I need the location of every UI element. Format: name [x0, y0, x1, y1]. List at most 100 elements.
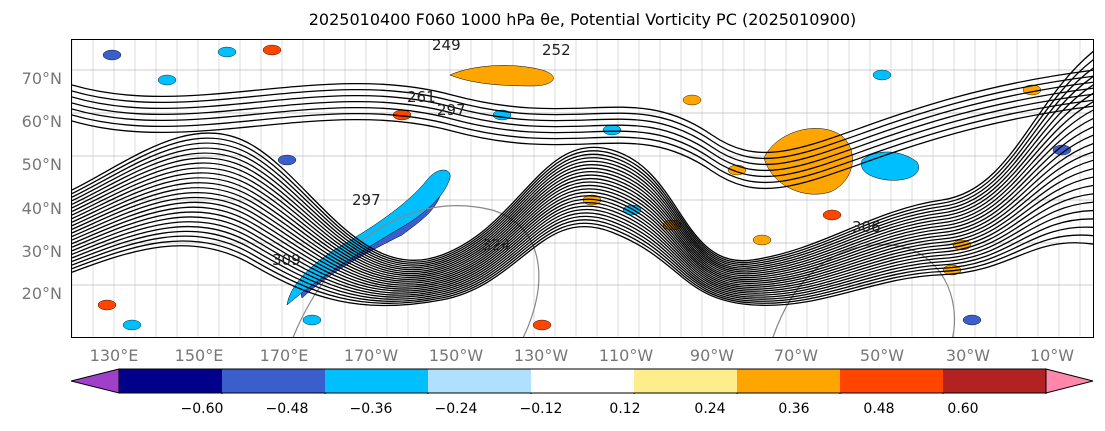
contour-line: [72, 105, 1093, 190]
lon-label: 90°W: [689, 346, 735, 365]
contour-line: [72, 84, 1093, 269]
contour-label: 309: [272, 251, 301, 269]
colorbar-tick-label: −0.12: [519, 401, 563, 417]
contour-line: [72, 210, 1093, 298]
contour-line: [72, 219, 1093, 302]
colorbar-tick-label: −0.48: [265, 401, 309, 417]
pv-patch: [822, 209, 842, 221]
contour-line: [72, 143, 1093, 283]
contour-line: [72, 176, 1093, 290]
contour-line: [72, 76, 1093, 267]
contour-line: [72, 184, 1093, 292]
lat-label: 60°N: [21, 112, 62, 131]
contour-line: [72, 222, 1093, 305]
contour-label: 297: [437, 101, 466, 119]
colorbar-frame: [118, 368, 1047, 394]
colorbar-tick-label: −0.24: [434, 401, 478, 417]
pv-patch: [962, 314, 982, 326]
contour-label: 261: [407, 88, 436, 106]
contour-line: [72, 215, 1093, 300]
contour-line: [72, 117, 1093, 277]
contour-label: 297: [352, 191, 381, 209]
pv-patch: [262, 44, 282, 56]
lon-label: 170°E: [259, 346, 309, 365]
contour-line: [72, 99, 1093, 184]
contour-line: [72, 134, 1093, 281]
lon-label: 130°W: [513, 346, 569, 365]
contour-line: [72, 59, 1093, 264]
pv-region-pos-pv-arctic: [449, 65, 554, 87]
colorbar-segment: [222, 369, 326, 393]
contour-line: [72, 75, 1093, 160]
map-panel: 249 252 297 297 309 324 306 261: [71, 39, 1094, 338]
colorbar-tick-label: 0.12: [609, 401, 641, 417]
colorbar-segment: [634, 369, 738, 393]
pv-region-pos-pv-north-atlantic-outer: [763, 128, 853, 195]
lon-label: 150°E: [174, 346, 224, 365]
lon-label: 150°W: [428, 346, 484, 365]
contour-line: [72, 109, 1093, 275]
pv-patch: [752, 234, 772, 246]
contour-line: [72, 50, 1093, 262]
colorbar-segment: [840, 369, 944, 393]
colorbar-segment: [531, 369, 635, 393]
colorbar-tick-label: 0.60: [947, 401, 979, 417]
contour-line: [72, 126, 1093, 279]
pv-region-neg-pv-central-pacific-outer: [286, 169, 451, 306]
lon-label: 30°W: [945, 346, 991, 365]
colorbar-tick-label: 0.24: [694, 401, 726, 417]
theta-e-contours: [72, 50, 1093, 307]
colorbar-segment: [325, 369, 429, 393]
contour-line: [72, 193, 1093, 294]
lat-label: 30°N: [21, 242, 62, 261]
contour-line: [72, 201, 1093, 296]
lon-label: 170°W: [343, 346, 399, 365]
pv-patch: [277, 154, 297, 166]
colorbar-segment: [119, 369, 223, 393]
colorbar: [71, 368, 1094, 394]
contour-line: [72, 69, 1093, 154]
lon-label: 130°E: [89, 346, 139, 365]
colorbar-extend-low: [71, 368, 120, 394]
map-canvas: 249 252 297 297 309 324 306 261: [72, 40, 1093, 337]
contour-label: 252: [542, 41, 571, 59]
pv-patch: [682, 94, 702, 106]
contour-line: [72, 92, 1093, 271]
land-outline: [292, 205, 540, 337]
colorbar-tick-label: 0.36: [778, 401, 810, 417]
colorbar-tick-label: −0.60: [180, 401, 224, 417]
lon-label: 110°W: [598, 346, 654, 365]
lon-label: 70°W: [773, 346, 819, 365]
lat-label: 40°N: [21, 199, 62, 218]
contour-line: [72, 93, 1093, 178]
pv-patch: [302, 314, 322, 326]
contour-line: [72, 159, 1093, 287]
pv-patch: [532, 319, 552, 331]
colorbar-tick-label: 0.48: [863, 401, 895, 417]
contour-line: [72, 168, 1093, 288]
pv-patch: [102, 49, 122, 61]
colorbar-segment: [428, 369, 532, 393]
contour-line: [72, 225, 1093, 307]
contour-line: [72, 67, 1093, 266]
contour-line: [72, 151, 1093, 285]
pv-patch: [217, 46, 237, 58]
contour-line: [72, 87, 1093, 172]
contour-label: 306: [852, 218, 881, 236]
contour-label: 249: [432, 40, 461, 54]
lat-label: 70°N: [21, 69, 62, 88]
contour-label: 324: [482, 236, 511, 254]
pv-patch: [602, 124, 622, 136]
pv-patch: [157, 74, 177, 86]
colorbar-segment: [943, 369, 1047, 393]
pv-patch: [97, 299, 117, 311]
contour-line: [72, 81, 1093, 166]
lon-label: 10°W: [1029, 346, 1075, 365]
pv-patch: [1052, 144, 1072, 156]
colorbar-tick-label: −0.36: [349, 401, 393, 417]
pv-patch: [872, 69, 892, 81]
pv-patch: [122, 319, 142, 331]
colorbar-extend-high: [1045, 368, 1094, 394]
chart-title: 2025010400 F060 1000 hPa θe, Potential V…: [308, 10, 857, 29]
lat-label: 20°N: [21, 284, 62, 303]
